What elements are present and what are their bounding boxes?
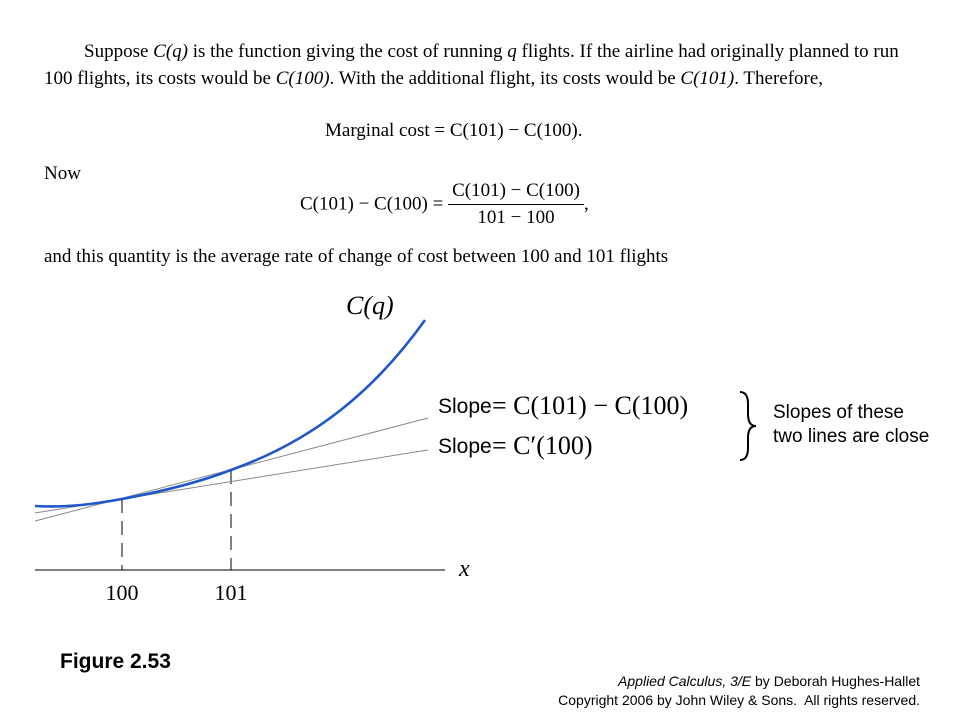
- curly-brace: [739, 391, 757, 461]
- intro-text-rest: flights. If the airline had originally p…: [44, 41, 899, 89]
- brace-note-line2: two lines are close: [773, 426, 929, 447]
- credit-author: by Deborah Hughes-Hallet: [755, 673, 920, 689]
- difference-lhs: C(101) − C(100) =: [300, 193, 444, 215]
- equation-comma: ,: [583, 193, 589, 215]
- intro-cost-function: C(q): [153, 41, 188, 62]
- fraction-denominator: 101 − 100: [477, 207, 555, 228]
- tick-label-101: 101: [215, 580, 248, 605]
- copyright-line: Copyright 2006 by John Wiley & Sons. All…: [558, 692, 920, 708]
- intro-cost-100: C(100): [275, 68, 330, 89]
- average-rate-paragraph: and this quantity is the average rate of…: [44, 246, 669, 267]
- now-word: Now: [44, 163, 81, 184]
- intro-var-q: q: [507, 41, 517, 62]
- tangent-slope-word: Slope: [438, 435, 492, 458]
- difference-fraction: C(101) − C(100) 101 − 100: [448, 180, 584, 229]
- tick-label-100: 100: [106, 580, 139, 605]
- credit-line: Applied Calculus, 3/E by Deborah Hughes-…: [618, 673, 920, 689]
- difference-quotient-equation: C(101) − C(100) = C(101) − C(100) 101 − …: [300, 180, 589, 229]
- credit-title: Applied Calculus, 3/E: [618, 673, 752, 689]
- intro-cost-101: C(101): [680, 68, 735, 89]
- fraction-numerator: C(101) − C(100): [448, 180, 584, 205]
- marginal-cost-label: Marginal cost: [325, 120, 430, 141]
- cost-graph: x 100 101 C(q) Slope = C(101) − C(100) S…: [34, 291, 929, 605]
- intro-word-suppose: Suppose: [84, 41, 149, 62]
- secant-slope-expr: = C(101) − C(100): [492, 391, 688, 420]
- intro-text-end: . Therefore,: [734, 68, 824, 89]
- figure-caption: Figure 2.53: [60, 650, 171, 673]
- tangent-slope-expr: = C′(100): [492, 431, 593, 460]
- curve-label: C(q): [346, 291, 394, 320]
- x-axis-label: x: [458, 556, 470, 582]
- marginal-cost-rhs: = C(101) − C(100).: [434, 120, 583, 141]
- marginal-cost-equation: Marginal cost = C(101) − C(100).: [325, 120, 583, 142]
- brace-note-line1: Slopes of these: [773, 402, 904, 423]
- intro-text-mid: is the function giving the cost of runni…: [192, 41, 503, 62]
- secant-slope-word: Slope: [438, 395, 492, 418]
- intro-paragraph: Suppose C(q) is the function giving the …: [44, 38, 924, 92]
- cost-curve: [34, 319, 427, 508]
- intro-text-after: . With the additional flight, its costs …: [329, 68, 676, 89]
